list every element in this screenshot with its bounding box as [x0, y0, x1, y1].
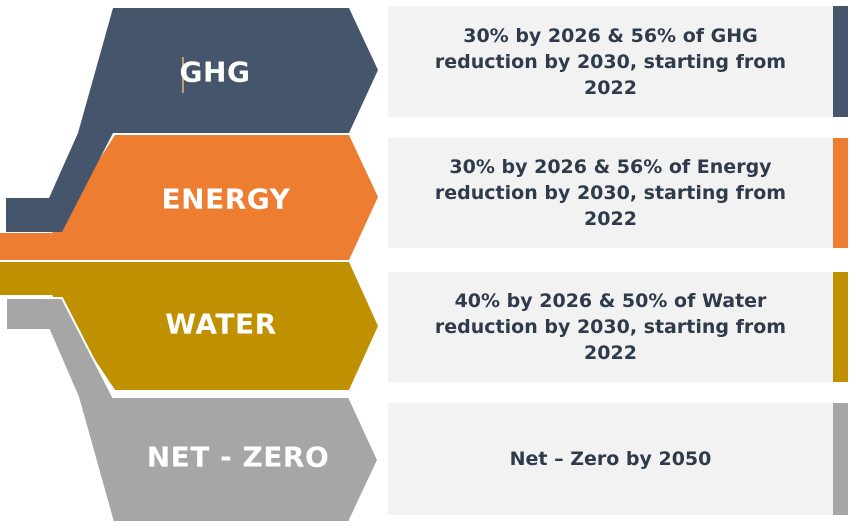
water-target-text: 40% by 2026 & 50% of Water reduction by … [434, 290, 787, 364]
water-color-bar [833, 272, 848, 382]
text-cursor [182, 57, 184, 93]
ghg-target-box: 30% by 2026 & 56% of GHG reduction by 20… [388, 6, 848, 117]
netzero-arrow-label: NET - ZERO [146, 440, 330, 474]
energy-arrow-shape [0, 135, 378, 260]
netzero-target-box: Net – Zero by 2050 [388, 403, 848, 515]
energy-color-bar [833, 138, 848, 248]
energy-target-text: 30% by 2026 & 56% of Energy reduction by… [434, 156, 787, 230]
ghg-arrow-shape [6, 8, 378, 232]
energy-target-box: 30% by 2026 & 56% of Energy reduction by… [388, 138, 848, 248]
water-target-box: 40% by 2026 & 50% of Water reduction by … [388, 272, 848, 382]
ghg-color-bar [833, 6, 848, 117]
energy-arrow-label: ENERGY [161, 182, 291, 216]
netzero-color-bar [833, 403, 848, 515]
ghg-arrow-label: GHG [179, 55, 251, 89]
water-arrow-label: WATER [165, 307, 277, 341]
water-arrow-shape [0, 262, 378, 390]
netzero-arrow-shape [5, 297, 380, 523]
ghg-target-text: 30% by 2026 & 56% of GHG reduction by 20… [434, 24, 787, 99]
netzero-target-text: Net – Zero by 2050 [509, 448, 712, 470]
